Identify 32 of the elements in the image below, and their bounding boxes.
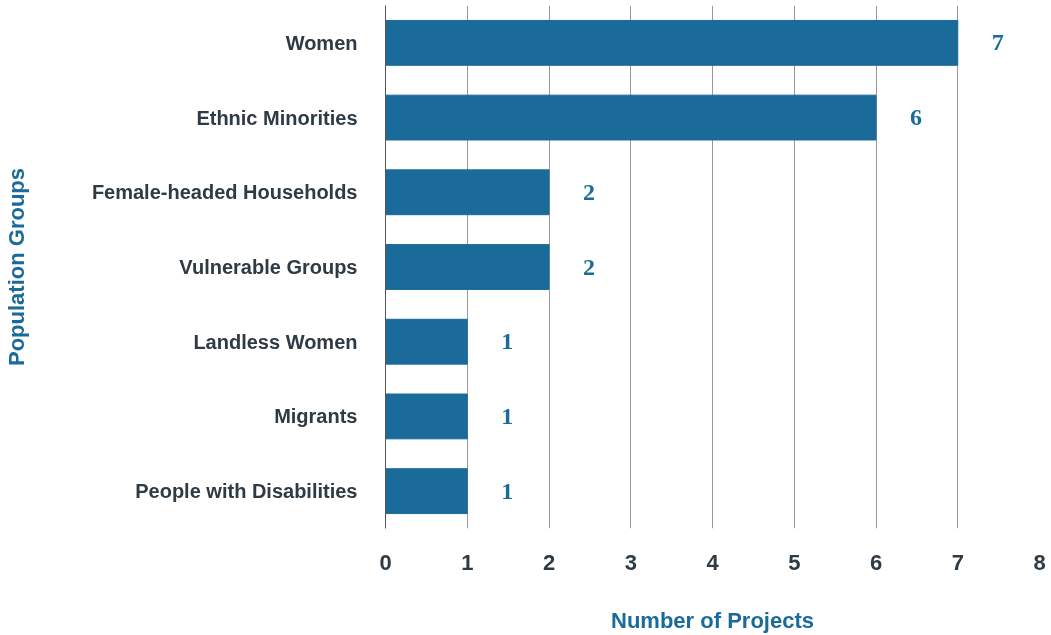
bar (385, 244, 550, 290)
x-tick-label: 3 (624, 549, 637, 575)
data-label: 7 (991, 29, 1004, 56)
y-tick-label: Landless Women (193, 330, 358, 353)
y-tick-label: Migrants (274, 405, 358, 428)
x-tick-label: 5 (788, 549, 801, 575)
x-tick-label: 4 (706, 549, 720, 575)
x-tick-label: 6 (869, 549, 883, 575)
bar (385, 94, 877, 141)
x-tick-label: 0 (379, 549, 392, 575)
x-tick-label: 1 (461, 549, 474, 575)
y-tick-label: Female-headed Households (91, 181, 358, 204)
y-axis-title: Population Groups (3, 167, 29, 366)
data-label: 2 (583, 253, 595, 280)
data-label: 1 (501, 402, 514, 429)
data-label: 6 (910, 104, 922, 131)
y-tick-label: Ethnic Minorities (196, 106, 358, 129)
bar (385, 393, 468, 440)
bar (385, 468, 468, 515)
bar (385, 19, 959, 66)
bar (385, 318, 468, 365)
x-tick-label: 7 (951, 549, 964, 575)
x-axis-title: Number of Projects (611, 607, 814, 633)
y-tick-label: Vulnerable Groups (179, 256, 358, 278)
x-tick-label: 8 (1033, 549, 1046, 575)
y-tick-label: Women (285, 31, 358, 54)
data-label: 1 (501, 477, 514, 504)
x-tick-label: 2 (542, 549, 556, 575)
data-label: 1 (501, 328, 514, 355)
data-label: 2 (583, 178, 595, 205)
bar (385, 169, 550, 216)
y-tick-label: People with Disabilities (135, 480, 358, 503)
